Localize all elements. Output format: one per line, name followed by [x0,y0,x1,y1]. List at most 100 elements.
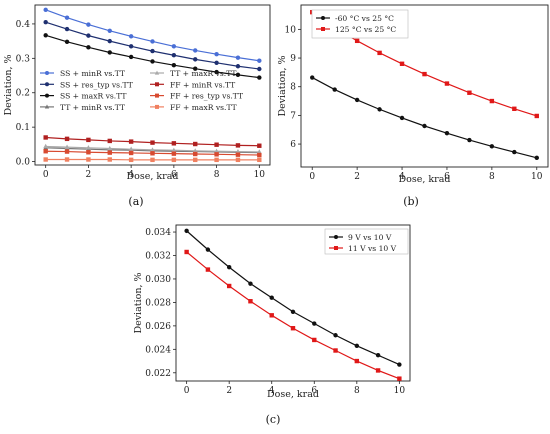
x-axis-label: Dose, krad [127,171,179,182]
data-point [269,313,274,318]
legend-marker [45,82,49,87]
panel-label: (c) [266,413,281,426]
data-point [86,137,91,143]
data-point [150,147,155,152]
data-point [150,140,155,145]
data-point [226,265,232,270]
data-point [193,141,198,147]
data-point [214,152,219,157]
data-point [192,148,198,153]
chart-panel-2: 0 2 4 6 8 10 6 7 8 9 10 Dose, krad Deviation, % -60 °… [277,4,549,208]
data-point [128,146,134,151]
y-tick-label: 0.030 [145,275,171,285]
data-point [397,362,402,367]
x-axis-label: Dose, krad [399,174,451,185]
data-point [312,337,317,343]
legend: SS + minR vs.TT SS + res_typ vs.TT SS + ma… [40,69,243,112]
data-point [193,48,198,53]
series-5 [43,143,262,154]
series-8 [43,157,262,163]
data-point [107,150,112,155]
data-point [193,66,198,71]
data-point [205,267,211,272]
data-point [184,249,189,255]
series-3 [43,33,262,80]
x-tick-label: 10 [254,170,266,180]
data-point [235,143,241,148]
data-point [43,149,48,154]
data-point [235,157,241,163]
legend-marker [45,93,49,98]
data-point [107,157,112,162]
data-point [150,39,155,44]
data-point [171,147,177,152]
data-point [214,69,219,75]
data-point [257,75,262,80]
legend-marker [155,82,159,87]
data-point [128,44,134,49]
legend-marker [45,71,49,75]
data-point [248,281,253,286]
data-point [235,64,241,69]
data-point [354,358,360,364]
x-tick-label: 4 [399,172,405,182]
plot-frame [34,4,271,166]
legend-label: SS + minR vs.TT [60,69,125,78]
data-point [64,157,70,162]
data-point [214,60,219,66]
data-point [235,55,241,60]
chart-panel-3: 0 2 4 6 8 10 0.022 0.024 0.026 0.028 0.030 0.032 0.0… [133,224,411,426]
data-point [193,57,198,62]
legend-label: 11 V vs 10 V [348,244,397,253]
data-point [85,145,91,150]
chart-panel-1: 0 2 4 6 8 10 0.0 0.1 0.2 0.3 0.4 Dose, krad Deviatio… [3,4,271,208]
data-point [171,53,177,58]
data-point [64,144,70,149]
data-point [399,115,405,121]
y-tick-label: 0.0 [16,158,31,168]
data-point [399,61,405,66]
y-tick-label: 7 [290,111,296,121]
data-point [257,143,262,148]
data-point [226,283,232,289]
data-point [43,143,49,149]
legend-label: FF + maxR vs.TT [170,103,237,112]
data-point [512,149,517,155]
data-point [171,44,177,49]
legend-marker [321,16,325,20]
legend-marker [155,104,159,109]
data-point [290,326,296,331]
data-point [214,142,219,147]
x-tick-label: 0 [309,172,315,182]
data-point [256,149,262,154]
data-point [86,22,91,27]
x-tick-label: 6 [311,386,317,396]
data-point [171,157,177,163]
data-point [312,321,317,326]
data-point [193,157,198,163]
data-point [290,309,296,314]
data-point [332,87,337,92]
y-tick-label: 0.022 [145,369,171,379]
legend-label: SS + res_typ vs.TT [60,80,133,89]
data-point [257,157,262,163]
data-point [422,123,427,129]
panel-label: (b) [403,195,419,208]
x-tick-label: 2 [354,172,360,182]
x-tick-label: 4 [269,386,275,396]
data-point [150,151,155,156]
y-tick-label: 0.024 [145,345,171,355]
legend-marker [334,246,338,250]
data-point [377,107,382,112]
x-tick-label: 2 [86,170,92,180]
data-point [64,149,70,154]
data-point [444,81,450,86]
y-axis-label: Deviation, % [133,272,144,333]
x-tick-label: 6 [171,170,177,180]
data-point [444,130,450,136]
panel-label: (a) [128,195,143,208]
data-point [64,136,70,142]
data-point [235,152,241,157]
data-point [171,151,177,156]
y-axis-label: Deviation, % [277,55,288,116]
